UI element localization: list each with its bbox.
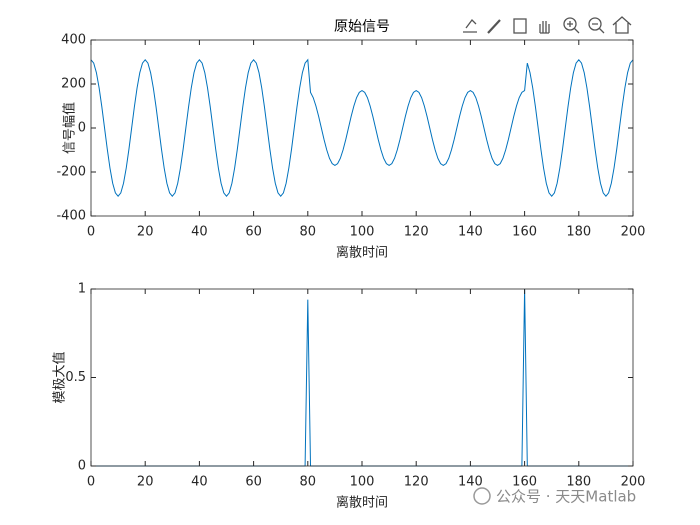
x-axis-label: 离散时间 — [336, 245, 388, 261]
zoom-in-icon[interactable] — [563, 17, 577, 31]
datatip-icon[interactable] — [513, 18, 527, 34]
x-tick-label: 40 — [191, 225, 208, 240]
x-tick-label: 0 — [87, 225, 95, 240]
y-tick-label: -400 — [56, 209, 86, 224]
home-icon[interactable] — [612, 16, 632, 34]
x-tick-label: 80 — [300, 225, 317, 240]
x-tick-label: 80 — [300, 475, 317, 490]
x-tick-label: 20 — [137, 225, 154, 240]
x-tick-label: 180 — [566, 475, 591, 490]
y-tick-label: 1 — [78, 282, 86, 297]
brush-icon[interactable] — [487, 19, 501, 34]
x-tick-label: 0 — [87, 475, 95, 490]
watermark: 公众号 · 天天Matlab — [473, 487, 636, 506]
chart-title: 原始信号 — [334, 19, 390, 35]
y-axis-label: 信号幅值 — [62, 102, 78, 154]
data-line — [90, 58, 634, 197]
x-tick-label: 60 — [245, 225, 262, 240]
watermark-text: 公众号 · 天天Matlab — [496, 488, 636, 506]
export-icon[interactable] — [463, 19, 477, 33]
x-tick-label: 160 — [512, 225, 537, 240]
y-tick-label: -200 — [56, 165, 86, 180]
x-tick-label: 20 — [137, 475, 154, 490]
x-axis-label: 离散时间 — [336, 495, 388, 511]
axes-background — [91, 289, 633, 466]
y-tick-label: 200 — [61, 77, 86, 92]
x-tick-label: 200 — [621, 475, 646, 490]
y-tick-label: 400 — [61, 33, 86, 48]
x-tick-label: 200 — [621, 225, 646, 240]
x-tick-label: 140 — [458, 475, 483, 490]
x-tick-label: 140 — [458, 225, 483, 240]
y-axis-label: 模极大值 — [52, 351, 68, 403]
y-tick-label: 0.5 — [65, 370, 86, 385]
pan-icon[interactable] — [539, 21, 550, 34]
watermark-icon — [473, 487, 491, 505]
x-tick-label: 100 — [350, 225, 375, 240]
x-tick-label: 60 — [245, 475, 262, 490]
y-tick-label: 0 — [78, 459, 86, 474]
x-tick-label: 160 — [512, 475, 537, 490]
x-tick-label: 120 — [404, 225, 429, 240]
x-tick-label: 40 — [191, 475, 208, 490]
y-tick-label: 0 — [78, 121, 86, 136]
axes-toolbar[interactable] — [463, 16, 632, 34]
axes-background — [91, 40, 633, 216]
x-tick-label: 180 — [566, 225, 591, 240]
x-tick-label: 100 — [350, 475, 375, 490]
zoom-out-icon[interactable] — [588, 17, 602, 31]
x-tick-label: 120 — [404, 475, 429, 490]
